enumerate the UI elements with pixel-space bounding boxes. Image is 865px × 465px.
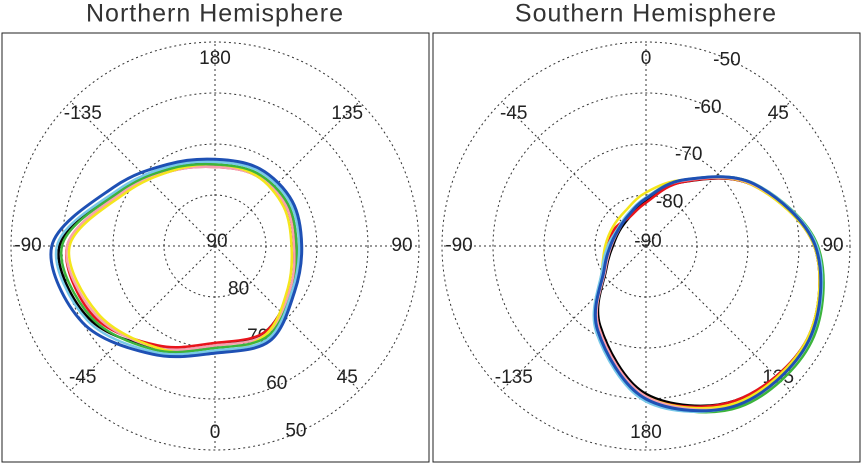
grid-spoke xyxy=(214,245,360,391)
oval-curve xyxy=(59,162,299,354)
r-tick-label: 80 xyxy=(228,279,249,300)
grid-ring xyxy=(441,41,851,451)
oval-curve xyxy=(593,175,823,413)
oval-curve xyxy=(65,165,296,351)
panel-frame xyxy=(432,32,861,463)
grid-spoke xyxy=(70,245,216,391)
r-tick-label: -60 xyxy=(694,97,721,118)
r-tick-label: 50 xyxy=(285,420,306,441)
oval-curve xyxy=(54,160,301,356)
theta-tick-label: -135 xyxy=(495,367,533,388)
theta-tick-label: 0 xyxy=(641,48,652,69)
chart-title: Northern Hemisphere xyxy=(86,0,344,28)
grid-spoke xyxy=(645,245,791,391)
chart-title: Southern Hemisphere xyxy=(515,0,777,28)
r-tick-label: -50 xyxy=(713,50,740,71)
grid-ring xyxy=(10,41,420,451)
grid-spoke xyxy=(501,101,647,247)
theta-tick-label: 180 xyxy=(630,422,662,443)
r-tick-label: -70 xyxy=(675,144,702,165)
theta-tick-label: 45 xyxy=(768,103,789,124)
r-tick-label: -90 xyxy=(634,231,661,252)
theta-tick-label: -45 xyxy=(69,367,96,388)
theta-tick-label: 180 xyxy=(199,48,231,69)
grid-spoke xyxy=(70,101,216,247)
grid-spoke xyxy=(501,245,647,391)
r-tick-label: 90 xyxy=(206,231,227,252)
theta-tick-label: -90 xyxy=(445,235,472,256)
r-tick-label: -80 xyxy=(656,191,683,212)
theta-tick-label: 0 xyxy=(210,422,221,443)
theta-tick-label: -90 xyxy=(14,235,41,256)
theta-tick-label: 90 xyxy=(822,235,843,256)
theta-tick-label: 45 xyxy=(337,367,358,388)
theta-tick-label: -135 xyxy=(64,103,102,124)
theta-tick-label: -45 xyxy=(500,103,527,124)
r-tick-label: 60 xyxy=(266,373,287,394)
oval-curve xyxy=(49,157,304,359)
grid-spoke xyxy=(214,101,360,247)
panel-frame xyxy=(1,32,430,463)
theta-tick-label: 135 xyxy=(331,103,363,124)
grid-spoke xyxy=(645,101,791,247)
theta-tick-label: 90 xyxy=(391,235,412,256)
